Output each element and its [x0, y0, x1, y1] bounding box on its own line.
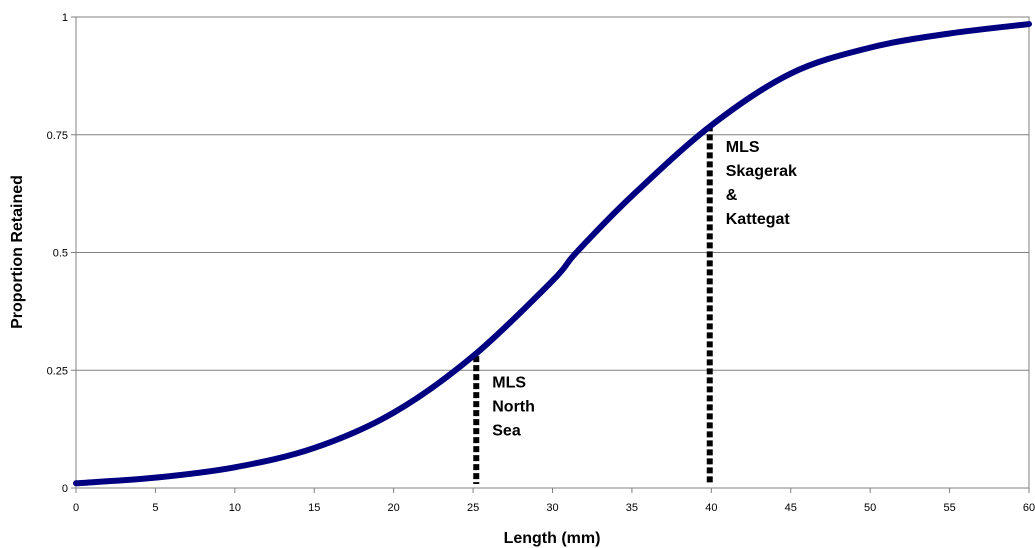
- x-tick-label: 25: [467, 502, 479, 514]
- x-tick-label: 40: [705, 502, 717, 514]
- y-tick-label: 0.5: [53, 248, 68, 260]
- y-axis-title: Proportion Retained: [9, 175, 26, 329]
- y-tick-label: 0.75: [47, 130, 68, 142]
- mls-annotation-line: &: [726, 187, 738, 204]
- mls-annotation-line: Kattegat: [726, 211, 791, 228]
- x-axis-title: Length (mm): [504, 530, 601, 547]
- mls-annotation-line: Skagerak: [726, 163, 797, 180]
- x-tick-label: 50: [864, 502, 876, 514]
- mls-annotation-line: MLS: [492, 374, 526, 391]
- y-axis-ticks: 0 0.25 0.5 0.75 1: [47, 12, 76, 495]
- y-tick-label: 0.25: [47, 365, 68, 377]
- gridlines: [76, 135, 1029, 371]
- x-tick-label: 60: [1023, 502, 1035, 514]
- x-tick-label: 30: [546, 502, 558, 514]
- x-tick-label: 45: [785, 502, 797, 514]
- mls-annotation-line: Sea: [492, 422, 521, 439]
- x-axis-ticks: 0 5 10 15 20 25 30 35 40 45 50 55 60: [73, 488, 1035, 514]
- y-tick-label: 0: [62, 483, 68, 495]
- x-tick-label: 55: [943, 502, 955, 514]
- x-tick-label: 0: [73, 502, 79, 514]
- mls-annotation-line: North: [492, 398, 535, 415]
- mls-annotation-line: MLS: [726, 139, 760, 156]
- selection-curve: [76, 24, 1029, 483]
- y-tick-label: 1: [62, 12, 68, 24]
- x-tick-label: 5: [152, 502, 158, 514]
- x-tick-label: 10: [229, 502, 241, 514]
- x-tick-label: 20: [388, 502, 400, 514]
- x-tick-label: 15: [308, 502, 320, 514]
- x-tick-label: 35: [626, 502, 638, 514]
